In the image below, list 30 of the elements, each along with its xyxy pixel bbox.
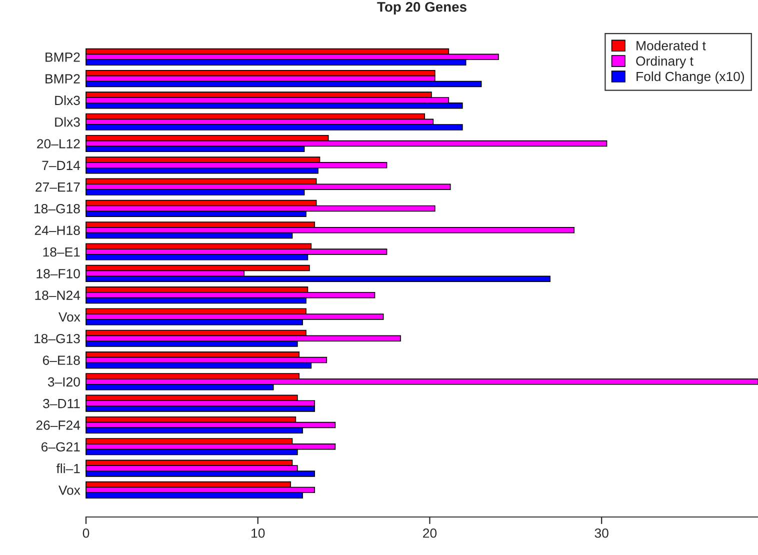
y-tick-label: Dlx3 (55, 117, 80, 127)
y-tick-label: 24–H18 (34, 226, 80, 236)
y-tick-label: 18–G18 (34, 204, 80, 214)
y-tick-label: BMP2 (46, 74, 80, 84)
y-tick-label: 26–F24 (36, 420, 80, 430)
legend-label: Ordinary t (636, 56, 694, 68)
y-tick-label: 6–E18 (42, 356, 80, 365)
chart-title: Top 20 Genes (377, 2, 466, 15)
y-tick-label: BMP2 (46, 52, 80, 62)
y-tick-label: 18–N24 (35, 290, 80, 300)
y-tick-label: 3–I20 (48, 377, 80, 387)
bar (86, 264, 310, 272)
y-tick-label: 7–D14 (42, 160, 80, 170)
y-tick-label: Vox (58, 312, 80, 322)
y-tick-label: 20–L12 (37, 139, 80, 148)
y-tick-label: Dlx3 (55, 95, 80, 106)
y-tick-label: 18–F10 (36, 268, 80, 278)
y-tick-label: 3–D11 (43, 398, 80, 408)
x-tick-label: 10 (252, 528, 265, 538)
y-tick-label: fli–1 (56, 464, 80, 474)
y-tick-label: 6–G21 (42, 442, 80, 452)
legend-label: Moderated t (636, 40, 706, 50)
x-tick-label: 30 (594, 528, 608, 538)
y-tick-label: 18–G13 (34, 334, 80, 344)
y-tick-label: Vox (58, 486, 80, 495)
y-tick-label: 27–E17 (36, 182, 80, 192)
legend-label: Fold Change (x10) (636, 71, 744, 84)
x-tick-label: 0 (82, 528, 90, 538)
x-tick-label: 20 (423, 528, 437, 538)
y-tick-label: 18–E1 (43, 247, 80, 257)
